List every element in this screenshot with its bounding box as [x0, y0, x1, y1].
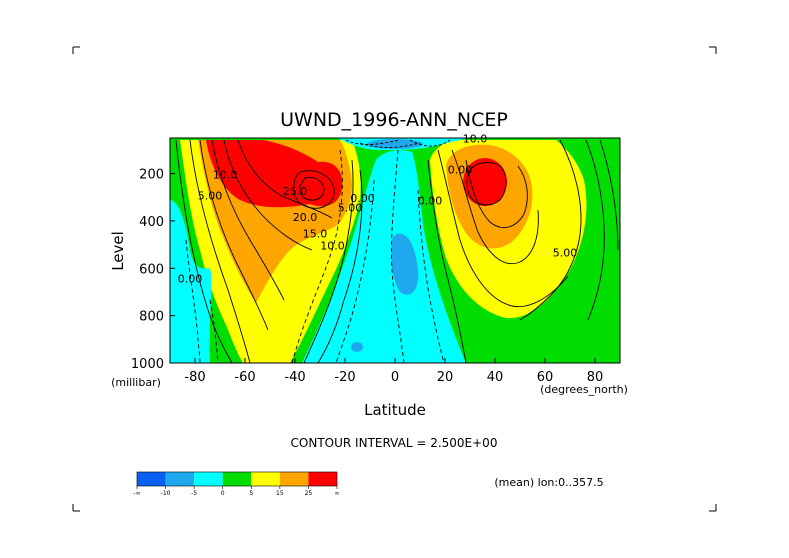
contour-label: 0.00 [418, 194, 443, 207]
colorbar-swatch [222, 472, 252, 486]
x-tick-label: 60 [537, 370, 554, 385]
contour-label: 10.0 [463, 133, 488, 146]
colorbar-swatch [308, 472, 337, 486]
tropical-easterly-region [302, 150, 466, 363]
polar-easterly-region [170, 200, 212, 363]
colorbar-label: 0 [221, 490, 225, 497]
contour-label: 15.0 [303, 227, 328, 240]
x-tick-label: -80 [184, 370, 205, 385]
plot-area: 10.05.00 25.020.015.010.05.000.000.000.00… [131, 133, 621, 385]
contour-label: 0.00 [350, 192, 375, 205]
colorbar-label: 15 [276, 490, 284, 497]
y-axis-units: (millibar) [111, 376, 161, 389]
lower-easterly-pocket [351, 342, 363, 352]
colorbar-label: -5 [191, 490, 197, 497]
colorbar-swatch [137, 472, 166, 486]
colorbar-label: ∞ [335, 490, 340, 497]
x-tick-label: 0 [391, 370, 399, 385]
contour-interval-text: CONTOUR INTERVAL = 2.500E+00 [291, 436, 498, 450]
x-tick-label: 20 [437, 370, 454, 385]
colorbar-swatch [251, 472, 280, 486]
upper-easterly-pocket [367, 139, 423, 149]
x-tick-label: 40 [487, 370, 504, 385]
contour-label: 10.0 [320, 239, 345, 252]
contour-labels: 10.05.00 25.020.015.010.05.000.000.000.00… [178, 133, 578, 286]
contour-label: 5.00 [338, 201, 363, 214]
colorbar-frame [136, 471, 338, 487]
y-tick-label: 1000 [131, 357, 164, 372]
mid-easterly-pocket [391, 233, 419, 295]
colorbar-label: 5 [249, 490, 253, 497]
colorbar-label: -10 [161, 490, 171, 497]
y-tick-label: 800 [139, 310, 164, 325]
contour-label: 5.00 [198, 190, 223, 203]
x-tick-label: -20 [334, 370, 355, 385]
colorbar-label: -∞ [133, 490, 140, 497]
x-tick-label: -40 [284, 370, 305, 385]
contour-lines [175, 139, 619, 364]
colorbar-swatch [194, 472, 223, 486]
contour-label: 10.0 [213, 168, 238, 181]
x-axis-label: Latitude [364, 401, 426, 419]
contour-label: 0.00 [448, 164, 473, 177]
y-axis-label: Level [109, 231, 127, 271]
colorbar: -∞ -10 -5 0 5 15 25 ∞ [133, 471, 340, 497]
contour-label: 5.00 [553, 246, 578, 259]
x-axis-units: (degrees_north) [540, 383, 628, 396]
y-ticks: 200 400 600 800 1000 [131, 168, 175, 372]
sh-jet-core [206, 140, 343, 208]
y-tick-label: 600 [139, 262, 164, 277]
y-tick-label: 400 [139, 215, 164, 230]
x-tick-label: 80 [587, 370, 604, 385]
colorbar-label: 25 [305, 490, 313, 497]
x-tick-label: -60 [234, 370, 255, 385]
contour-label: 25.0 [283, 185, 308, 198]
chart-title: UWND_1996-ANN_NCEP [280, 109, 508, 131]
crop-marks [72, 46, 717, 512]
contour-label: 20.0 [293, 211, 318, 224]
x-ticks: -80 -60 -40 -20 0 20 40 60 80 [184, 358, 603, 385]
mean-longitude-text: (mean) lon:0..357.5 [494, 476, 603, 489]
contour-label: 0.00 [178, 272, 203, 285]
colorbar-swatch [165, 472, 195, 486]
colorbar-swatch [279, 472, 309, 486]
y-tick-label: 200 [139, 168, 164, 183]
